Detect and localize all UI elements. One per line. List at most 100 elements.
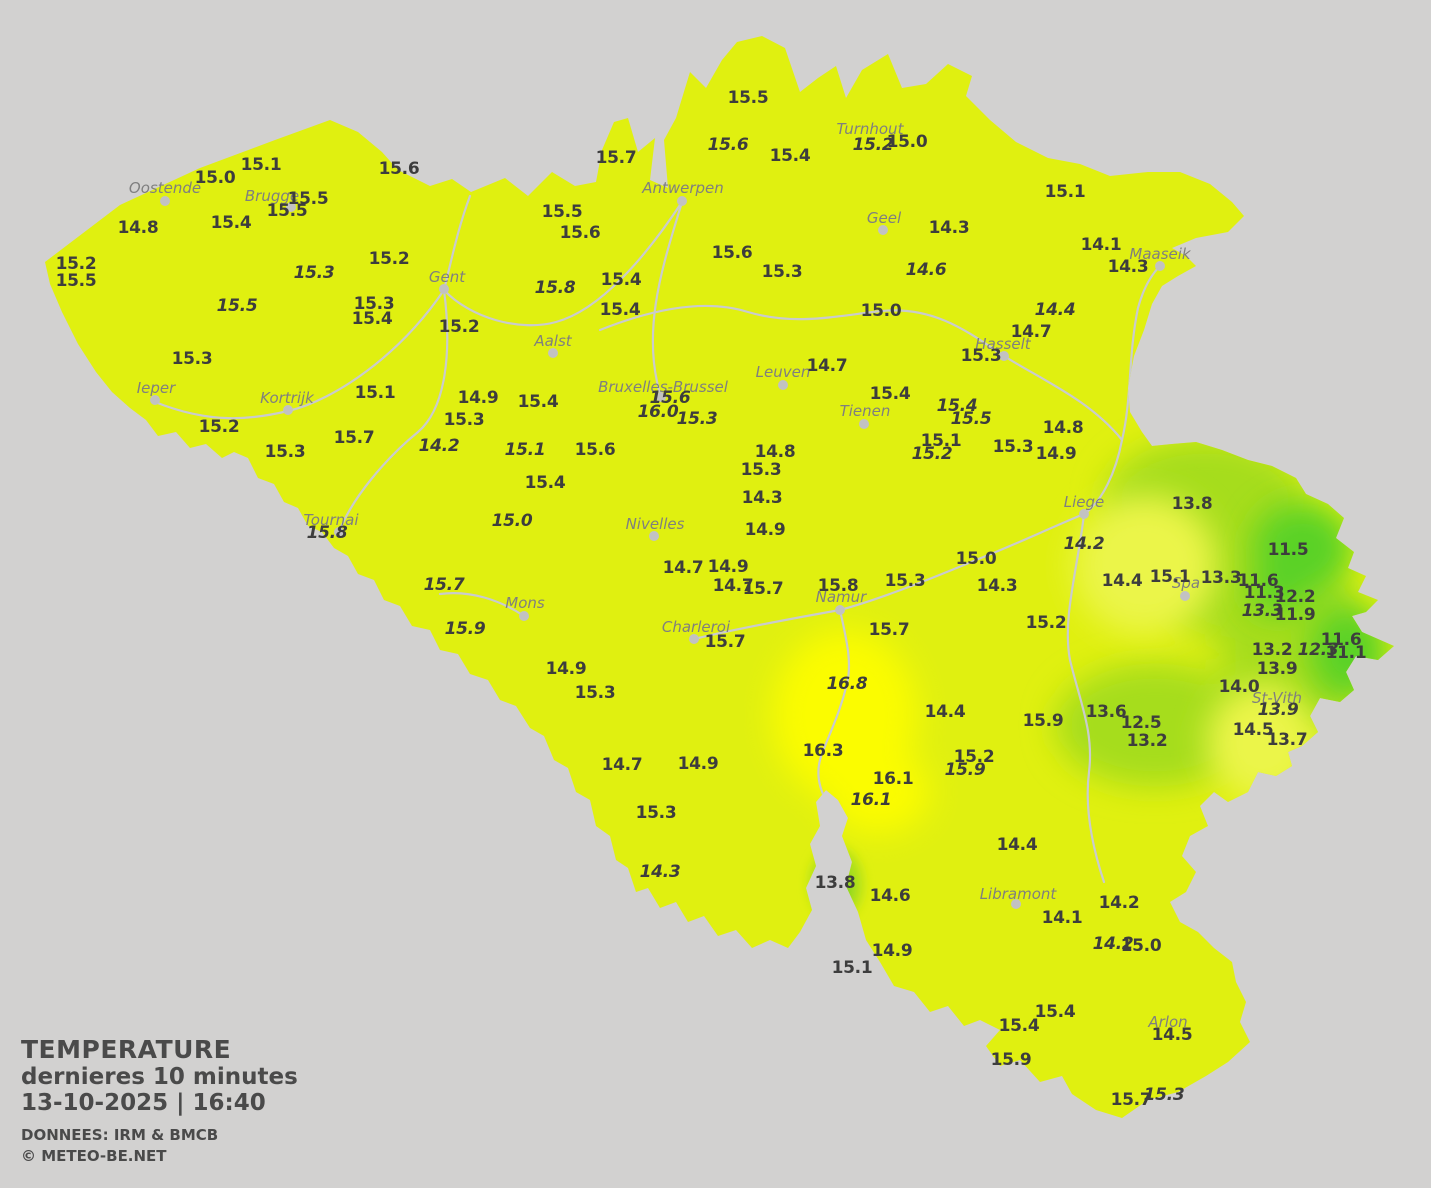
station-value: 14.8 [117,218,159,238]
city-label: Liege [1063,493,1105,511]
station-value: 14.7 [806,356,848,376]
city-dot [999,351,1009,361]
station-value: 15.1 [1149,567,1191,587]
station-value: 13.3 [1200,568,1242,588]
station-value: 15.9 [1022,711,1064,731]
station-value: 15.1 [831,958,873,978]
station-value: 15.7 [704,632,746,652]
city-label: Geel [866,209,902,227]
station-value: 15.3 [293,263,335,283]
legend-title-block: TEMPERATURE dernieres 10 minutes 13-10-2… [21,1036,298,1167]
station-value: 15.4 [998,1016,1040,1036]
city-label: Turnhout [836,120,904,138]
station-value: 15.6 [711,243,753,263]
station-value: 15.3 [635,803,677,823]
station-value: 15.6 [378,159,420,179]
station-value: 15.3 [676,409,718,429]
city-label: St-Vith [1251,689,1303,707]
station-value: 15.2 [198,417,240,437]
city-label: Maaseik [1129,245,1191,263]
city-label: Brugge [244,187,300,205]
station-value: 15.5 [950,409,992,429]
station-value: 15.0 [955,549,997,569]
station-value: 14.9 [707,557,749,577]
station-value: 15.7 [1110,1090,1152,1110]
station-value: 15.3 [574,683,616,703]
station-value: 14.7 [601,755,643,775]
station-value: 15.3 [992,437,1034,457]
station-value: 14.4 [996,835,1038,855]
station-value: 14.8 [754,442,796,462]
station-value: 12.3 [1297,640,1339,660]
station-value: 15.1 [920,431,962,451]
station-value: 16.1 [872,769,914,789]
station-value: 15.3 [171,349,213,369]
station-value: 13.3 [1241,601,1283,621]
station-value: 15.4 [351,309,393,329]
station-value: 14.5 [1151,1025,1193,1045]
city-label: Gent [428,268,466,286]
station-value: 14.2 [1063,534,1105,554]
city-label: Nivelles [625,515,685,533]
station-value: 14.3 [928,218,970,238]
station-value: 16.3 [802,741,844,761]
station-value: 15.0 [1120,936,1162,956]
city-label: Charleroi [661,618,731,636]
station-value: 15.7 [333,428,375,448]
station-value: 15.2 [953,747,995,767]
page-datetime: 13-10-2025 | 16:40 [21,1089,266,1116]
station-value: 15.3 [960,346,1002,366]
station-value: 15.3 [264,442,306,462]
station-value: 14.7 [1010,322,1052,342]
city-label: Tournai [303,511,359,529]
city-label: Hasselt [975,335,1031,353]
station-value: 14.1 [1041,908,1083,928]
station-value: 15.4 [524,473,566,493]
station-value: 15.4 [1034,1002,1076,1022]
station-value: 14.8 [1042,418,1084,438]
station-value: 15.2 [1025,613,1067,633]
city-label: Bruxelles-Brussel [598,378,728,396]
station-value: 15.3 [1143,1085,1185,1105]
belgium-outline [45,36,1394,1118]
station-value: 14.9 [457,388,499,408]
city-dot [1155,261,1165,271]
station-value: 14.4 [1101,571,1143,591]
station-value: 14.4 [1034,300,1076,320]
station-value: 15.3 [443,410,485,430]
city-label: Antwerpen [642,179,724,197]
station-value: 15.1 [354,383,396,403]
station-value: 15.3 [740,460,782,480]
zone-warm-yellow [773,630,930,834]
city-label: Kortrijk [260,389,314,407]
station-value: 15.7 [595,148,637,168]
city-label: Aalst [534,332,572,350]
station-value: 13.7 [1266,730,1308,750]
station-value: 15.4 [517,392,559,412]
station-value: 15.2 [438,317,480,337]
station-value: 15.8 [306,523,348,543]
station-value: 16.0 [637,402,679,422]
station-value: 14.9 [744,520,786,540]
city-dot [1180,591,1190,601]
station-value: 12.2 [1274,587,1316,607]
station-value: 14.2 [1092,934,1134,954]
station-value: 14.9 [677,754,719,774]
station-value: 13.8 [1171,494,1213,514]
station-value: 15.3 [761,262,803,282]
city-dot [878,225,888,235]
city-dot [160,196,170,206]
page-subtitle: dernieres 10 minutes [21,1063,298,1090]
station-value: 14.7 [662,558,704,578]
city-dot [689,634,699,644]
station-value: 15.5 [727,88,769,108]
station-value: 15.6 [559,223,601,243]
city-label: Oostende [128,179,202,197]
station-value: 14.3 [1107,257,1149,277]
station-value: 15.6 [574,440,616,460]
station-value: 13.8 [814,873,856,893]
city-label: Namur [815,588,867,606]
station-value: 11.6 [1237,571,1279,591]
station-value: 14.3 [976,576,1018,596]
